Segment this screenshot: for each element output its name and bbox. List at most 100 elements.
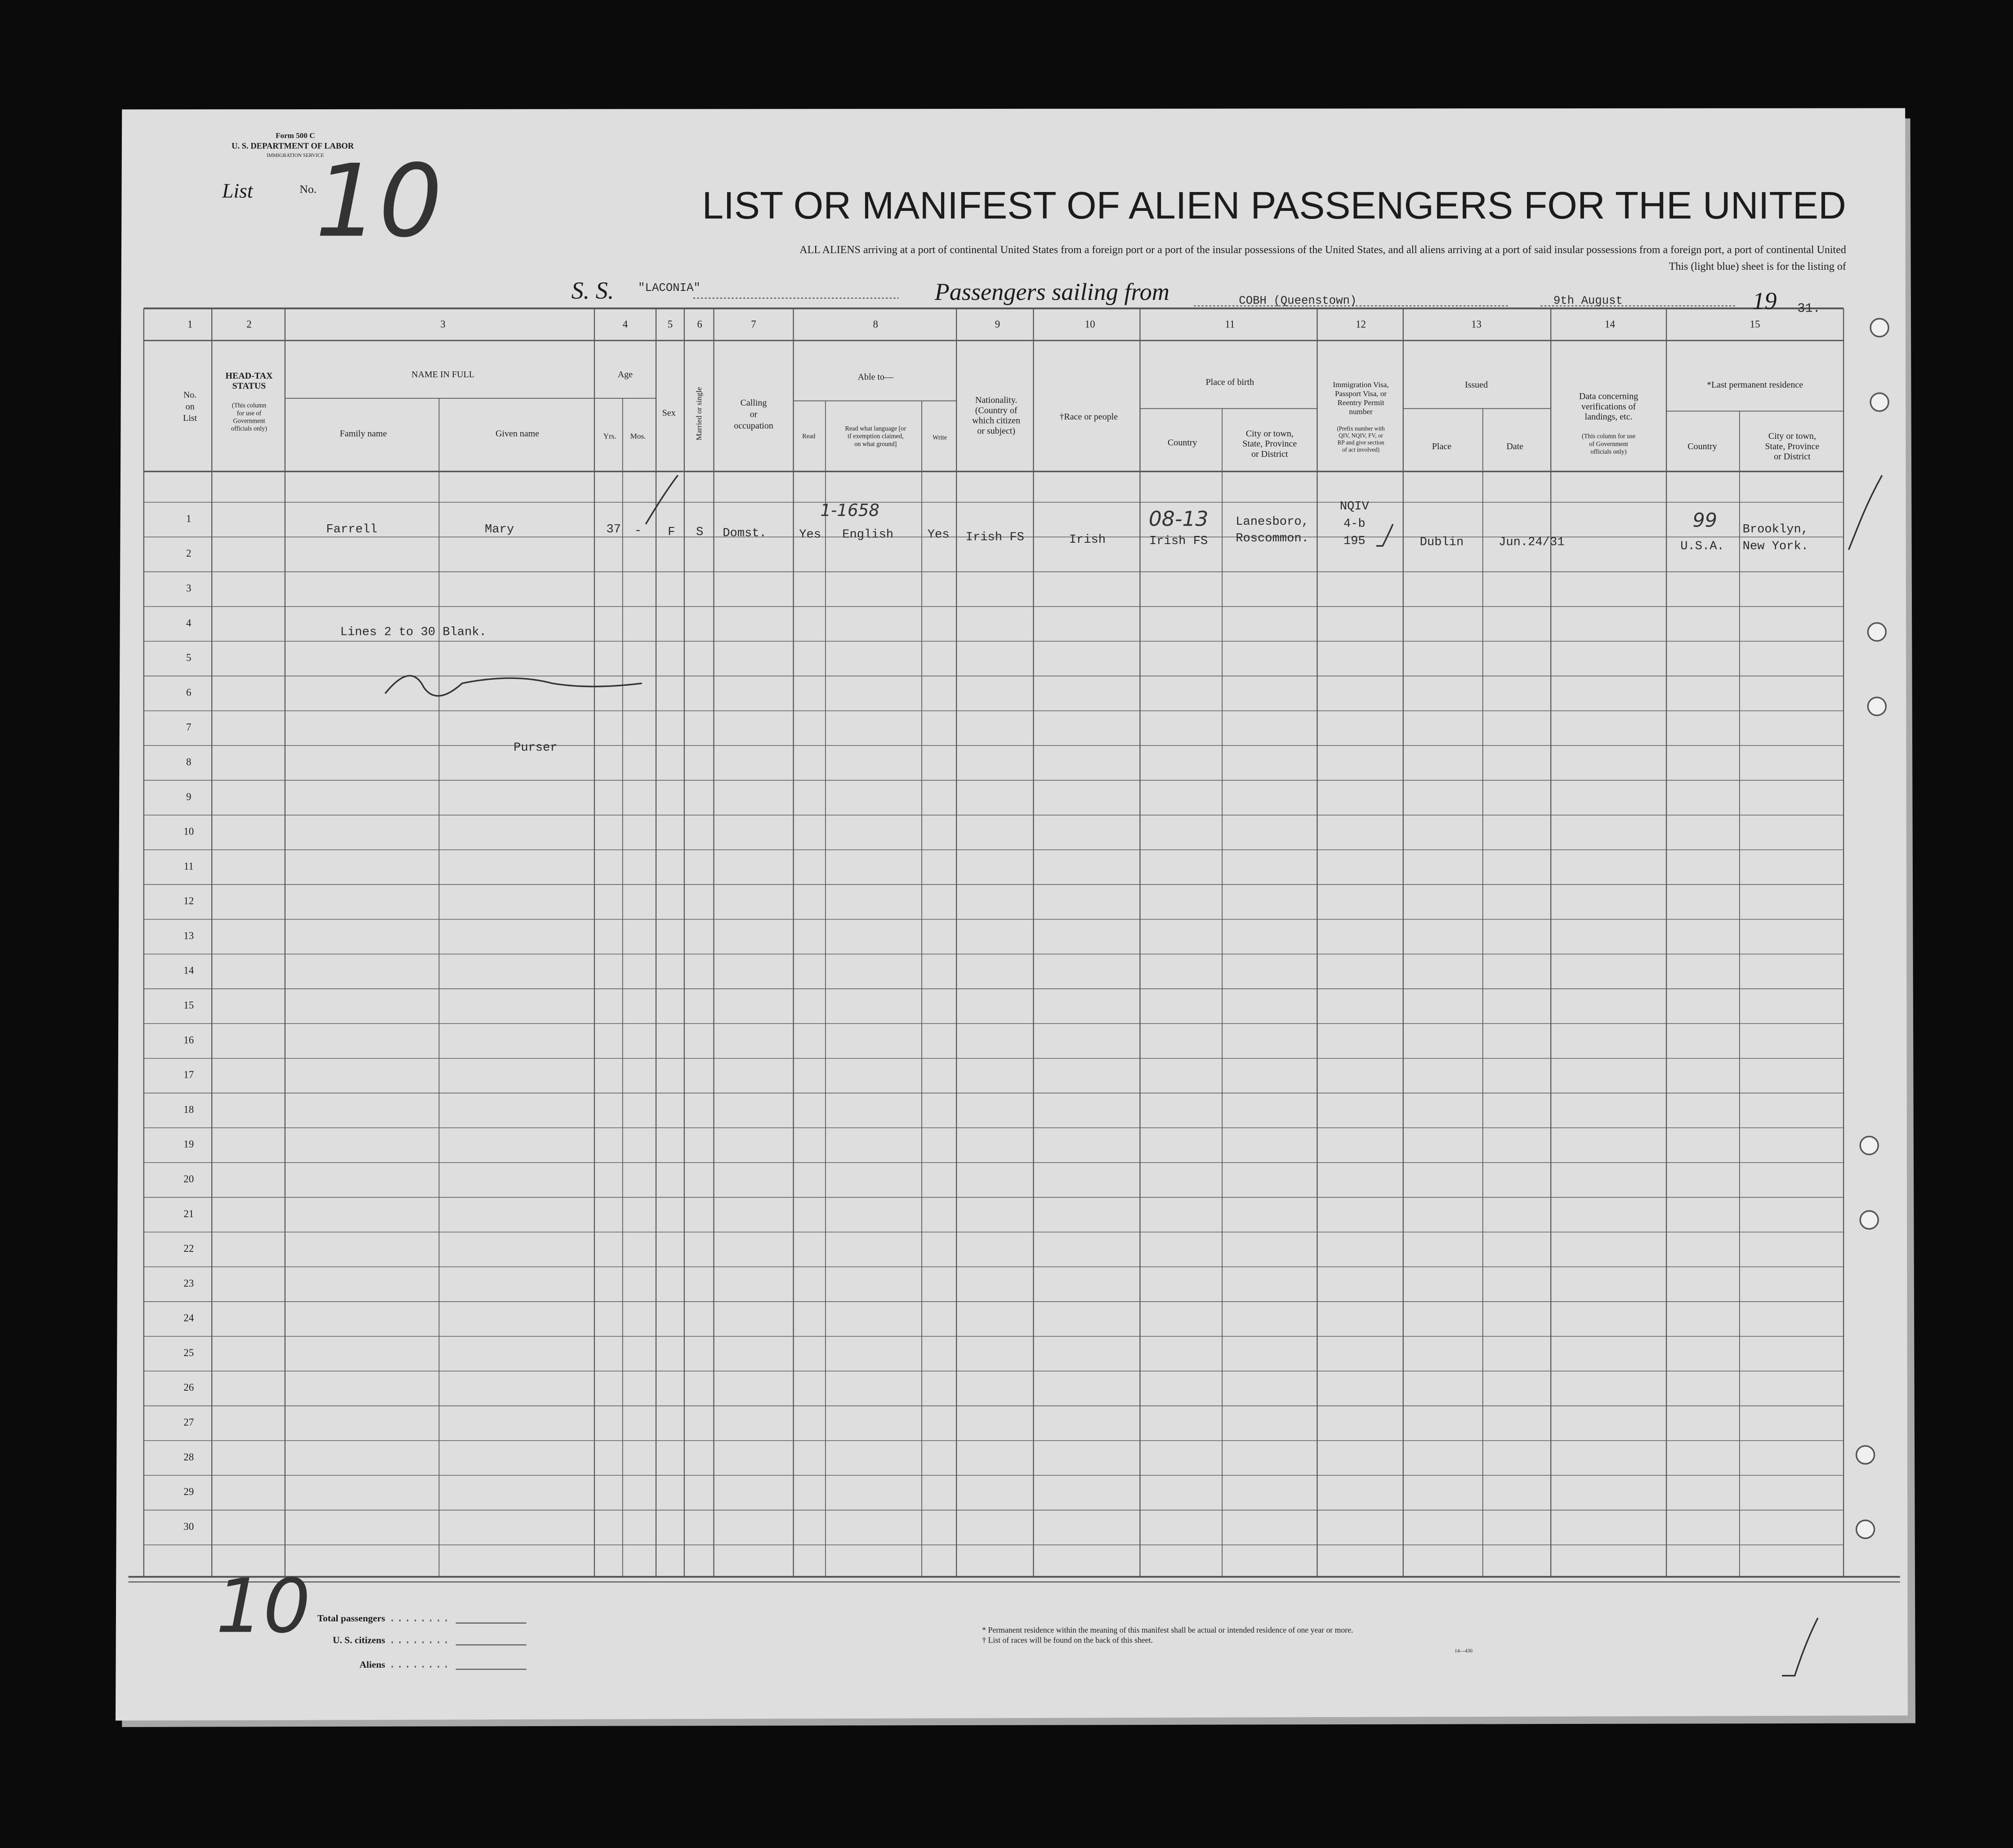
column-number: 7 [751,318,756,330]
column-header: Able to— [858,372,894,382]
row-number: 25 [183,1347,194,1358]
column-header: Country [1168,437,1197,447]
year: 31. [1797,301,1820,316]
row-number: 28 [183,1451,194,1463]
column-header: officials only) [231,425,267,433]
column-header: Age [618,370,633,379]
column-header: on [186,402,195,411]
paper [115,108,1908,1721]
column-header: *Last permanent residence [1707,380,1803,390]
row-number: 20 [183,1173,194,1184]
title: LIST OR MANIFEST OF ALIEN PASSENGERS FOR… [702,184,1846,227]
row-number: 30 [183,1521,194,1532]
list-label: List [222,179,254,202]
ship-name: "LACONIA" [638,281,701,295]
entry: - [634,524,642,538]
pen-mark [1848,475,1883,550]
column-number: 4 [623,318,628,330]
department: U. S. DEPARTMENT OF LABOR [232,141,354,151]
column-header: Country [1687,442,1717,451]
column-header: Government [233,417,265,424]
ship-label: S. S. [571,277,614,304]
footer-label: U. S. citizens [333,1635,385,1646]
column-header: Date [1506,442,1523,451]
subtitle: This (light blue) sheet is for the listi… [1669,261,1846,272]
entry: English [842,528,893,542]
column-header: Place of birth [1206,377,1254,387]
row-number: 7 [186,722,191,733]
entry: Yes [799,528,821,542]
entry: Irish [1069,533,1106,547]
column-header: officials only) [1591,448,1627,455]
column-header: or [750,409,758,419]
column-header: Passport Visa, or [1335,389,1387,398]
column-number: 11 [1225,318,1235,330]
column-header: List [183,413,197,423]
row-number: 10 [183,826,194,837]
column-header: Read what language [or [845,425,906,433]
note: Purser [513,741,558,755]
entry: 195 [1343,534,1366,548]
entry: 4-b [1343,517,1366,531]
column-header: Married or single [695,387,703,441]
service: IMMIGRATION SERVICE [267,153,324,158]
column-header: †Race or people [1059,412,1118,422]
entry: Mary [485,522,514,536]
column-header: STATUS [232,381,266,391]
entry: Jun.24/31 [1499,536,1564,549]
column-header: verifications of [1581,402,1636,411]
sailing-label: Passengers sailing from [934,278,1169,305]
entry: S [696,525,703,539]
pen-mark [1376,523,1394,547]
entry: Irish FS [1149,534,1208,548]
column-header: occupation [734,421,773,431]
column-header: Write [933,434,947,442]
row-number: 2 [186,548,191,559]
column-header: Place [1432,442,1451,451]
entry: F [668,525,675,539]
handwritten: 08-13 [1149,507,1209,531]
column-header: Mos. [630,432,646,440]
column-header: QIV, NQIV, FV, or [1339,432,1383,439]
column-number: 14 [1605,318,1615,330]
column-number: 15 [1750,318,1760,330]
texts: Form 500 CU. S. DEPARTMENT OF LABOR IMMIG… [183,131,1846,1670]
row-number: 11 [184,861,194,872]
column-header: on what ground] [854,441,897,448]
column-header: number [1349,407,1373,416]
column-header: (Prefix number with [1337,425,1385,432]
column-header: (This column for use [1582,433,1635,440]
entry: Irish FS [966,530,1024,544]
row-number: 24 [183,1312,194,1324]
row-number: 13 [183,930,194,941]
column-header: Issued [1465,380,1488,390]
note: Lines 2 to 30 Blank. [340,625,487,639]
column-header: or District [1251,449,1288,459]
column-number: 6 [697,318,702,330]
footer-label: Total passengers [317,1613,385,1624]
list-number: 10 [315,143,442,259]
form-number: Form 500 C [276,131,315,140]
row-number: 5 [186,652,191,663]
handwritten: 10 [216,1563,311,1650]
footer-label: Aliens [359,1659,385,1670]
row-number: 1 [186,513,191,524]
entry: Yes [928,528,950,542]
row-number: 4 [186,617,192,629]
row-number: 17 [183,1069,194,1080]
column-header: if exemption claimed, [848,433,904,440]
row-number: 19 [183,1138,194,1150]
row-number: 18 [183,1104,194,1115]
entry: 37 [607,522,621,536]
row-number: 15 [183,1000,194,1011]
column-header: Yrs. [603,432,616,440]
handwritten: 99 [1693,509,1717,531]
column-header: Family name [340,429,387,438]
column-number: 12 [1356,318,1366,330]
column-number: 13 [1471,318,1482,330]
column-header: landings, etc. [1585,412,1633,422]
column-header: or District [1774,452,1811,462]
entry: NQIV [1340,500,1370,513]
sailing-date: 9th August [1553,295,1623,308]
